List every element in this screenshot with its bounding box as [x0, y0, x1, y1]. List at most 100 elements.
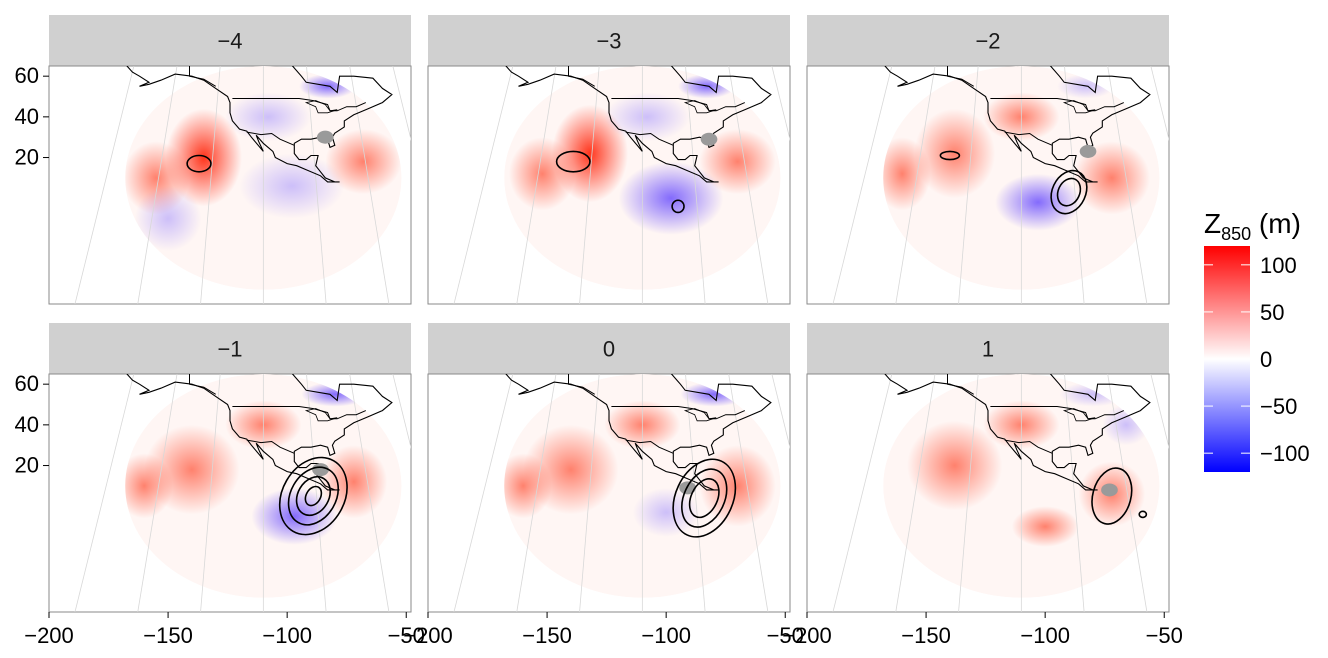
- contour-line: [1091, 467, 1133, 525]
- great-lakes: [1062, 100, 1096, 114]
- anomaly-blob: [618, 161, 724, 235]
- facet-panel: −4 60 40 20: [15, 15, 412, 305]
- coastline: [505, 374, 772, 491]
- legend-tick-label: 0: [1260, 347, 1272, 372]
- graticule-line: [137, 66, 178, 304]
- great-lakes: [304, 100, 338, 114]
- graticule-line: [74, 66, 135, 304]
- alaska-border: [568, 374, 595, 395]
- study-region: [312, 463, 329, 477]
- x-tick-label: −100: [262, 623, 312, 648]
- great-lakes: [683, 408, 717, 422]
- facet-strip: [49, 15, 411, 66]
- anomaly-blob: [1011, 506, 1079, 547]
- graticule-line: [832, 66, 893, 304]
- alaska-border: [947, 374, 974, 395]
- facet-label: −3: [596, 29, 621, 54]
- legend-tick-label: 100: [1260, 253, 1297, 278]
- graticule-line: [958, 66, 979, 304]
- graticule-line: [685, 374, 706, 612]
- x-tick-label: −100: [641, 623, 691, 648]
- graticule-line: [1107, 374, 1148, 612]
- contour-line: [287, 466, 340, 526]
- study-region: [1079, 144, 1097, 158]
- us-mexico-border: [246, 131, 295, 146]
- graticule-line: [306, 374, 327, 612]
- contour-line: [304, 485, 323, 507]
- x-tick-label: −200: [782, 623, 832, 648]
- great-lakes: [304, 408, 338, 422]
- us-mexico-border: [625, 439, 674, 454]
- graticule-line: [579, 374, 600, 612]
- anomaly-blob: [134, 186, 202, 252]
- contour-line: [1050, 169, 1088, 215]
- graticule-line: [895, 66, 936, 304]
- facet-strip: [807, 15, 1169, 66]
- us-mexico-border: [1004, 439, 1053, 454]
- x-tick-label: −200: [403, 623, 453, 648]
- x-tick-label: −150: [901, 623, 951, 648]
- contour-line: [671, 199, 685, 214]
- graticule-line: [685, 66, 706, 304]
- graticule-line: [349, 66, 390, 304]
- y-tick-label: 40: [15, 104, 39, 129]
- study-region: [316, 130, 334, 144]
- anomaly-blob: [632, 487, 700, 537]
- x-tick-label: −100: [1020, 623, 1070, 648]
- anomaly-blob: [914, 108, 996, 199]
- alaska-border: [947, 66, 974, 87]
- graticule-line: [728, 66, 769, 304]
- contour-line: [681, 468, 728, 528]
- map-area: [74, 66, 411, 304]
- graticule-line: [832, 374, 893, 612]
- y-tick-label: 20: [15, 453, 39, 478]
- legend-title: Z850 (m): [1204, 208, 1301, 244]
- graticule-line: [728, 374, 769, 612]
- graticule-line: [137, 374, 178, 612]
- anomaly-blob: [995, 173, 1081, 231]
- graticule-line: [349, 374, 390, 612]
- contour-line: [1056, 177, 1082, 207]
- facet-label: −2: [975, 29, 1000, 54]
- contour-line: [555, 150, 591, 173]
- graticule-line: [771, 374, 790, 450]
- graticule-line: [1107, 66, 1148, 304]
- anomaly-blob: [504, 453, 552, 519]
- contour-line: [278, 456, 348, 536]
- map-area: [453, 66, 790, 304]
- legend-tick-label: −100: [1260, 441, 1310, 466]
- facet-strip: [807, 323, 1169, 374]
- us-mexico-border: [246, 439, 295, 454]
- graticule-line: [200, 374, 221, 612]
- anomaly-blob: [699, 129, 776, 195]
- y-tick-label: 20: [15, 145, 39, 170]
- contour-line: [295, 475, 332, 517]
- anomaly-blob: [699, 445, 776, 527]
- contour-line: [1138, 510, 1148, 519]
- anomaly-blob: [320, 445, 388, 519]
- x-tick-label: −150: [143, 623, 193, 648]
- coastline: [126, 374, 393, 491]
- coastline: [126, 66, 393, 183]
- x-tick-label: −50: [388, 623, 425, 648]
- x-tick-label: −150: [522, 623, 572, 648]
- facet-panel: −3: [427, 15, 791, 305]
- facet-strip: [428, 15, 790, 66]
- graticule-line: [74, 374, 135, 612]
- graticule-line: [306, 66, 327, 304]
- graticule-line: [453, 374, 514, 612]
- graticule-line: [516, 66, 557, 304]
- contour-line: [186, 154, 212, 173]
- facet-label: 0: [603, 337, 615, 362]
- facet-panel: 1 −200 −150 −100 −50: [782, 323, 1183, 648]
- facet-label: 1: [982, 337, 994, 362]
- contour-line: [939, 150, 961, 161]
- facet-panel: −1 60 40 20 −200 −150 −100 −50: [15, 323, 425, 648]
- y-tick-label: 60: [15, 63, 39, 88]
- graticule-line: [958, 374, 979, 612]
- graticule-line: [453, 66, 514, 304]
- map-area: [832, 66, 1169, 304]
- anomaly-blob: [325, 129, 402, 195]
- alaska-border: [189, 374, 216, 395]
- graticule-line: [895, 374, 936, 612]
